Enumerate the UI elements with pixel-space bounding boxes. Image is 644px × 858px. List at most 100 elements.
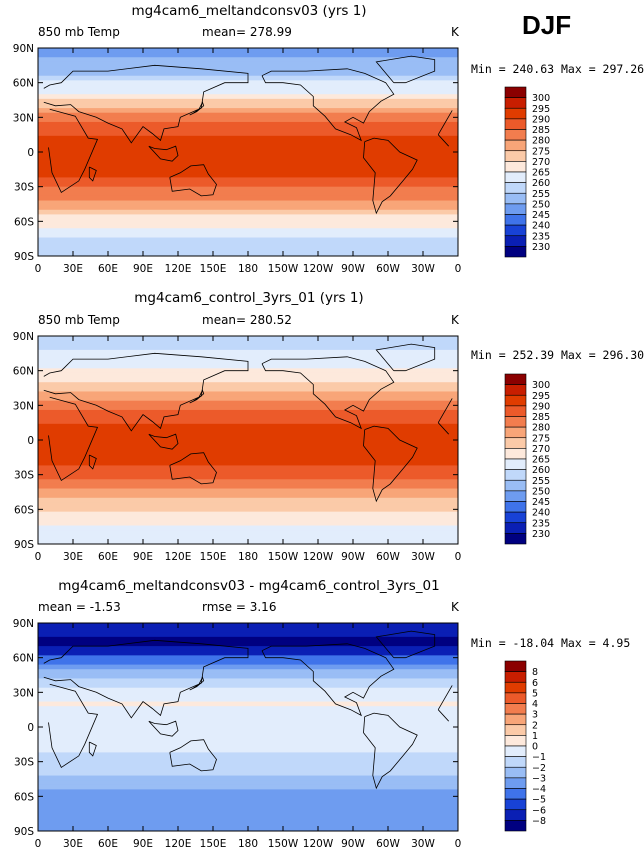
map-zonal-band <box>38 502 458 508</box>
map-zonal-band <box>38 177 458 183</box>
colorbar-swatch <box>504 820 527 832</box>
map-zonal-band <box>38 186 458 192</box>
y-tick-label: 0 <box>27 435 34 447</box>
map-zonal-band <box>38 145 458 151</box>
panel-2-units: K <box>451 313 459 327</box>
map-zonal-band <box>38 789 458 795</box>
x-tick-label: 0 <box>35 263 42 275</box>
map-zonal-band <box>38 784 458 790</box>
colorbar-label: 235 <box>532 231 550 242</box>
x-tick-label: 120W <box>303 551 334 563</box>
map-zonal-band <box>38 98 458 104</box>
y-tick-label: 90N <box>13 43 34 55</box>
x-tick-label: 150W <box>268 263 299 275</box>
colorbar-label: −4 <box>532 784 546 795</box>
colorbar-label: 275 <box>532 433 550 444</box>
map-zonal-band <box>38 195 458 202</box>
map-zonal-band <box>38 191 458 197</box>
x-tick-label: 120E <box>165 263 192 275</box>
colorbar-label: 235 <box>532 518 550 529</box>
map-zonal-band <box>38 780 458 786</box>
colorbar-label: 255 <box>532 476 550 487</box>
x-tick-label: 30E <box>63 838 83 850</box>
y-tick-label: 90N <box>13 618 34 630</box>
x-tick-label: 180 <box>238 838 258 850</box>
colorbar-swatch <box>504 756 527 768</box>
colorbar-swatch <box>504 373 527 385</box>
map-zonal-band <box>38 246 458 252</box>
colorbar-label: 265 <box>532 168 550 179</box>
colorbar-swatch <box>504 501 527 513</box>
colorbar-swatch <box>504 681 527 694</box>
colorbar-label: 295 <box>532 104 550 115</box>
colorbar-label: 300 <box>532 380 550 391</box>
colorbar-label: 300 <box>532 93 550 104</box>
colorbar-label: −2 <box>532 763 546 774</box>
coastline <box>189 676 205 691</box>
colorbar-label: 0 <box>532 742 538 753</box>
map-zonal-band <box>38 89 458 95</box>
y-tick-label: 60S <box>14 216 34 228</box>
map-zonal-band <box>38 632 458 638</box>
map-zonal-band <box>38 340 458 346</box>
map-zonal-band <box>38 465 458 471</box>
colorbar-label: 250 <box>532 486 550 497</box>
map-zonal-band <box>38 733 458 740</box>
panel-3-units: K <box>451 600 459 614</box>
x-tick-label: 150W <box>268 551 299 563</box>
colorbar-label: 240 <box>532 221 550 232</box>
map-zonal-band <box>38 377 458 383</box>
colorbar-swatch <box>504 118 527 130</box>
y-tick-label: 60N <box>13 653 34 665</box>
map-zonal-band <box>38 794 458 800</box>
map-zonal-band <box>38 530 458 536</box>
colorbar-swatch <box>504 713 527 726</box>
map-zonal-band <box>38 669 458 675</box>
map-zonal-band <box>38 757 458 763</box>
map-zonal-band <box>38 61 458 67</box>
y-tick-label: 90N <box>13 331 34 343</box>
map-zonal-band <box>38 511 458 517</box>
y-tick-label: 60N <box>13 366 34 378</box>
colorbar-swatch <box>504 171 527 183</box>
x-tick-label: 180 <box>238 263 258 275</box>
colorbar-swatch <box>504 671 527 683</box>
map-zonal-band <box>38 158 458 165</box>
colorbar-swatch <box>504 203 527 215</box>
map-zonal-band <box>38 140 458 146</box>
map-zonal-band <box>38 488 458 494</box>
map-zonal-band <box>38 678 458 684</box>
colorbar-swatch <box>504 533 527 545</box>
panel-3-minmax: Min = -18.04 Max = 4.95 <box>471 636 631 650</box>
map-zonal-band <box>38 84 458 91</box>
map-zonal-band <box>38 409 458 416</box>
map-zonal-band <box>38 223 458 229</box>
map-zonal-band <box>38 520 458 527</box>
map-zonal-band <box>38 743 458 749</box>
colorbar-swatch <box>504 394 527 407</box>
map-zonal-band <box>38 232 458 239</box>
colorbar-label: −5 <box>532 795 546 806</box>
map-zonal-band <box>38 747 458 753</box>
map-zonal-band <box>38 428 458 434</box>
y-tick-label: 30N <box>13 112 34 124</box>
coastline <box>169 164 217 197</box>
map-zonal-band <box>38 807 458 814</box>
map-zonal-band <box>38 228 458 234</box>
x-tick-label: 0 <box>455 263 462 275</box>
map-zonal-band <box>38 724 458 730</box>
x-tick-label: 180 <box>238 551 258 563</box>
map-zonal-band <box>38 419 458 425</box>
map-zonal-band <box>38 131 458 137</box>
colorbar-swatch <box>504 660 527 672</box>
panel-2-variable: 850 mb Temp <box>38 313 120 327</box>
map-zonal-band <box>38 121 458 128</box>
season-label: DJF <box>522 10 572 40</box>
y-tick-label: 90S <box>14 539 34 551</box>
map-zonal-band <box>38 372 458 379</box>
y-tick-label: 60S <box>14 504 34 516</box>
panel-2-map: 0 30E 60E 90E 120E 150E 180 150W 120W 90W 60W 30W 09… <box>13 331 462 563</box>
coastline <box>375 55 436 84</box>
panel-3-title: mg4cam6_meltandconsv03 - mg4cam6_control… <box>58 578 440 594</box>
